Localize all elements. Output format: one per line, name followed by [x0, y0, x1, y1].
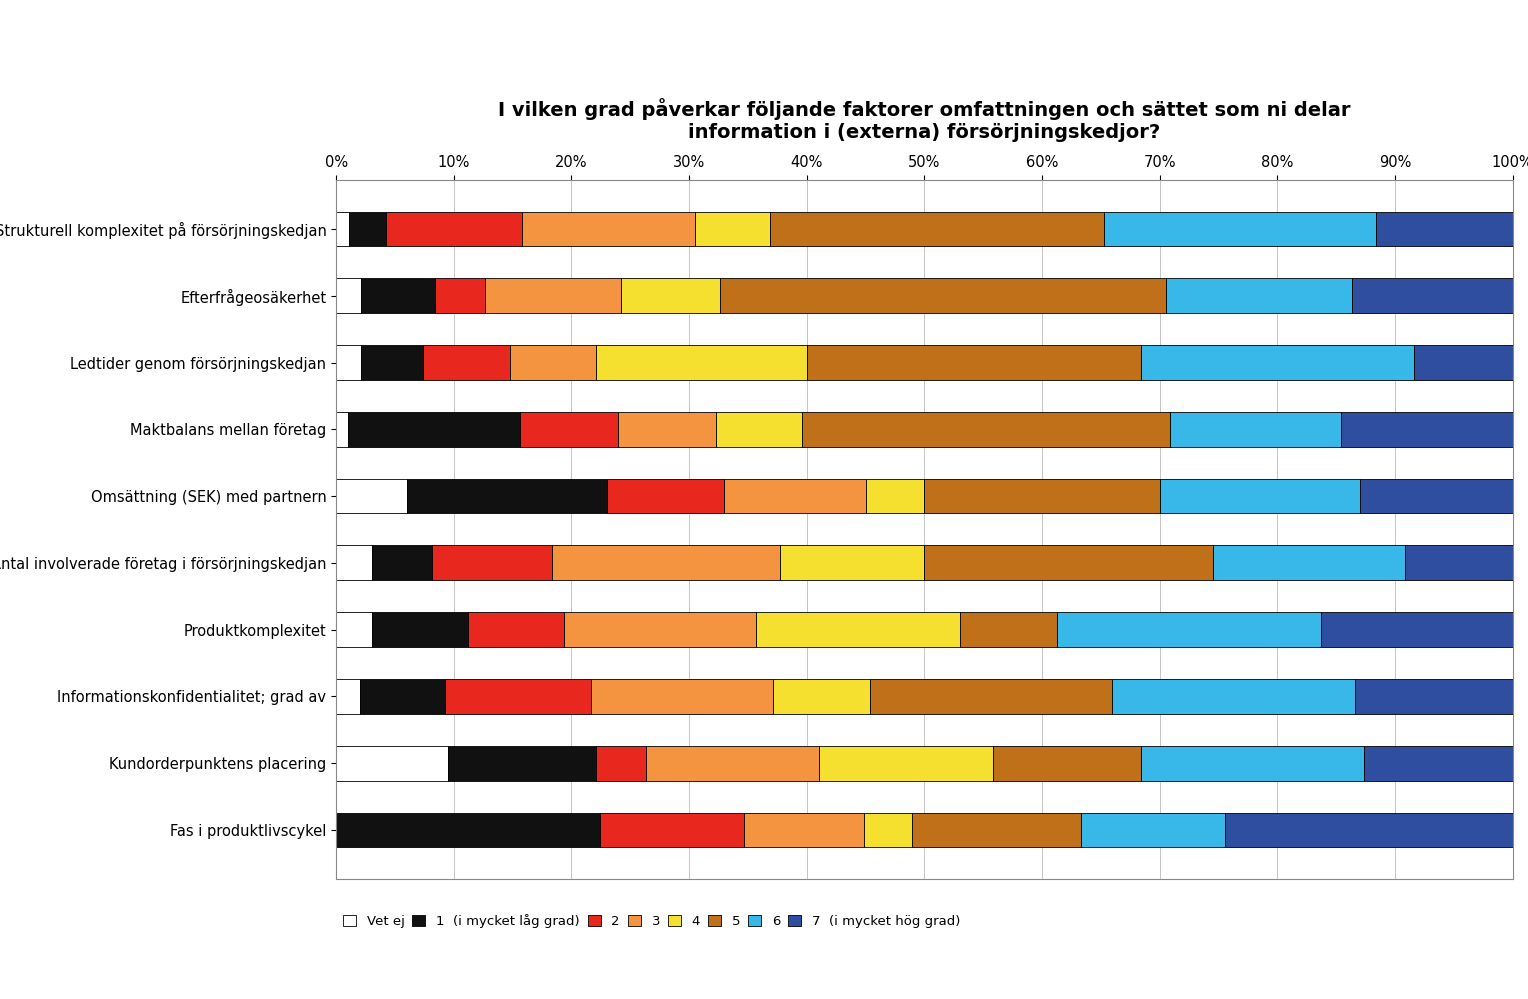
Bar [744, 812, 865, 847]
Bar [912, 812, 1080, 847]
Bar [717, 412, 802, 447]
Bar [1169, 412, 1342, 447]
Bar [523, 212, 695, 247]
Bar [564, 612, 756, 647]
Bar [596, 746, 646, 780]
Bar [1365, 746, 1513, 780]
Bar [961, 612, 1056, 647]
Bar [607, 479, 724, 513]
Bar [1224, 812, 1513, 847]
Bar [591, 679, 773, 713]
Bar [819, 746, 993, 780]
Bar [924, 479, 1160, 513]
Bar [807, 346, 1141, 380]
Bar [617, 412, 717, 447]
Bar [1377, 212, 1513, 247]
Bar [336, 412, 348, 447]
Bar [1056, 612, 1320, 647]
Bar [620, 279, 720, 313]
Bar [1355, 679, 1513, 713]
Bar [720, 279, 1166, 313]
Bar [373, 545, 432, 580]
Bar [348, 212, 385, 247]
Bar [336, 545, 373, 580]
Bar [509, 346, 596, 380]
Bar [1213, 545, 1404, 580]
Bar [432, 545, 552, 580]
Bar [756, 612, 961, 647]
Bar [1080, 812, 1224, 847]
Bar [770, 212, 1105, 247]
Bar [596, 346, 807, 380]
Bar [1404, 545, 1513, 580]
Bar [385, 212, 523, 247]
Bar [1105, 212, 1377, 247]
Bar [373, 612, 468, 647]
Bar [601, 812, 744, 847]
Bar [336, 212, 348, 247]
Bar [361, 679, 445, 713]
Bar [406, 479, 607, 513]
Bar [724, 479, 865, 513]
Bar [1342, 412, 1513, 447]
Bar [336, 279, 361, 313]
Bar [336, 612, 373, 647]
Bar [773, 679, 869, 713]
Bar [1166, 279, 1352, 313]
Bar [1320, 612, 1513, 647]
Bar [448, 746, 596, 780]
Bar [695, 212, 770, 247]
Bar [552, 545, 781, 580]
Bar [802, 412, 1169, 447]
Bar [865, 812, 912, 847]
Bar [1360, 479, 1513, 513]
Bar [866, 479, 924, 513]
Bar [1141, 346, 1413, 380]
Bar [445, 679, 591, 713]
Legend: Vet ej, 1  (i mycket låg grad), 2, 3, 4, 5, 6, 7  (i mycket hög grad): Vet ej, 1 (i mycket låg grad), 2, 3, 4, … [342, 914, 960, 928]
Bar [336, 479, 406, 513]
Bar [336, 812, 601, 847]
Bar [468, 612, 564, 647]
Bar [336, 346, 361, 380]
Bar [423, 346, 509, 380]
Bar [336, 679, 361, 713]
Bar [869, 679, 1112, 713]
Bar [924, 545, 1213, 580]
Bar [435, 279, 484, 313]
Bar [1112, 679, 1355, 713]
Bar [1413, 346, 1513, 380]
Bar [361, 346, 423, 380]
Bar [1141, 746, 1365, 780]
Bar [520, 412, 617, 447]
Bar [484, 279, 620, 313]
Bar [348, 412, 520, 447]
Bar [781, 545, 924, 580]
Bar [336, 746, 448, 780]
Bar [1352, 279, 1513, 313]
Bar [646, 746, 819, 780]
Bar [361, 279, 435, 313]
Bar [993, 746, 1141, 780]
Title: I vilken grad påverkar följande faktorer omfattningen och sättet som ni delar
in: I vilken grad påverkar följande faktorer… [498, 98, 1351, 142]
Bar [1160, 479, 1360, 513]
